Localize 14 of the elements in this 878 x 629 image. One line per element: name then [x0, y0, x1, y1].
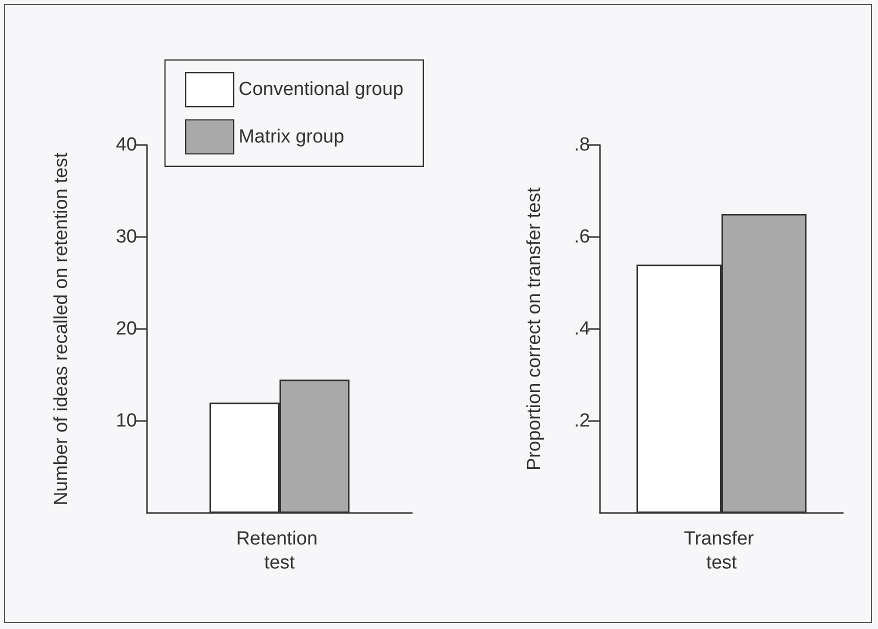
- x-tick-label: Transfer test: [684, 528, 760, 574]
- y-tick-label: .8: [574, 134, 590, 156]
- y-tick-label: 40: [116, 134, 137, 156]
- legend-label: Matrix group: [238, 126, 344, 148]
- y-tick-label: .2: [574, 410, 590, 432]
- y-tick-label: 20: [116, 318, 137, 340]
- y-tick-label: .4: [574, 318, 590, 340]
- legend-label: Conventional group: [238, 79, 404, 100]
- y-tick-label: .6: [574, 226, 590, 248]
- y-tick-label: 10: [116, 410, 137, 432]
- y-axis-title: Number of ideas recalled on retention test: [51, 152, 72, 506]
- x-tick-label: Retention test: [236, 528, 323, 574]
- y-tick-label: 30: [116, 226, 137, 248]
- y-axis-title: Proportion correct on transfer test: [524, 186, 545, 471]
